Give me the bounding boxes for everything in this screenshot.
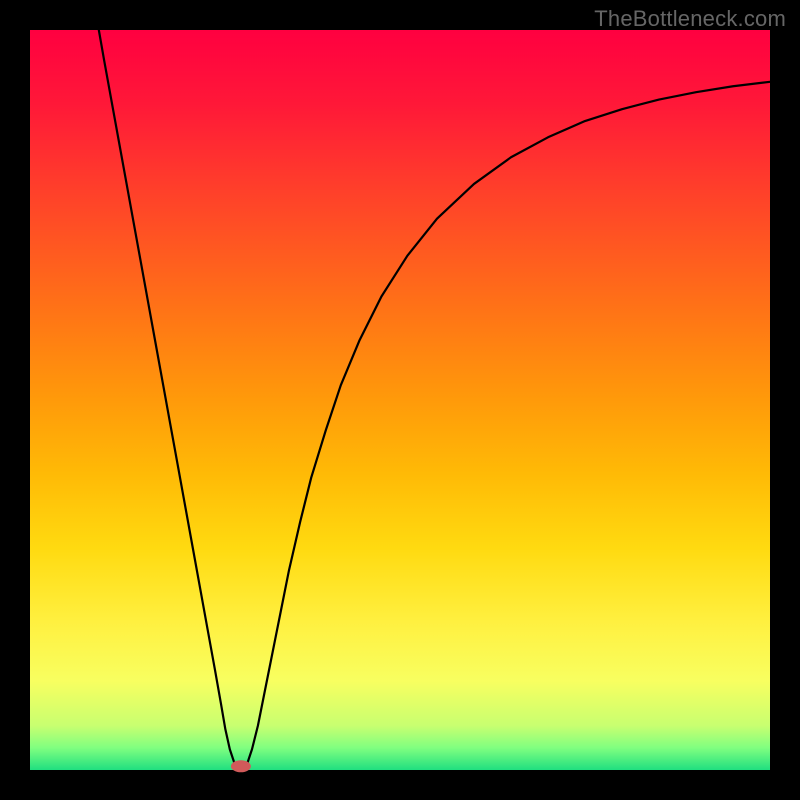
- bottleneck-chart: [0, 0, 800, 800]
- minimum-marker: [231, 760, 251, 772]
- plot-background: [30, 30, 770, 770]
- watermark-text: TheBottleneck.com: [594, 6, 786, 32]
- figure-canvas: TheBottleneck.com: [0, 0, 800, 800]
